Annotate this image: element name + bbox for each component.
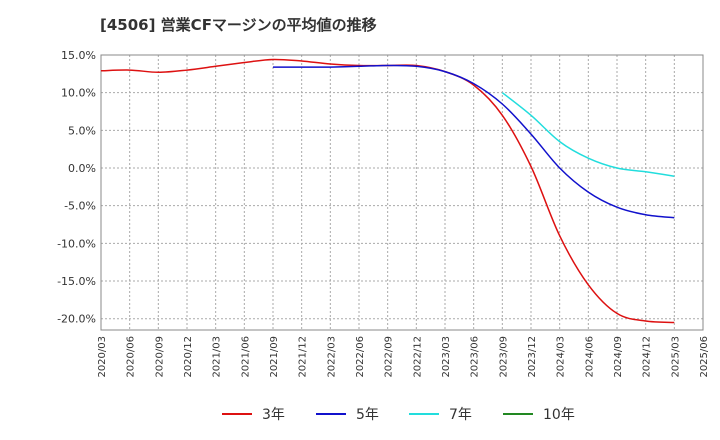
grid [100,54,704,330]
x-tick-label: 2024/09 [613,336,624,378]
legend-label: 5年 [356,407,379,423]
x-tick-label: 2022/03 [326,336,337,378]
x-tick-label: 2022/12 [412,336,423,378]
y-tick-label: 10.0% [61,87,96,100]
y-tick-label: -10.0% [57,237,96,250]
x-tick-label: 2023/09 [498,336,509,378]
y-tick-label: 15.0% [61,49,96,62]
x-tick-label: 2021/12 [298,336,309,378]
x-tick-label: 2020/12 [183,336,194,378]
y-tick-label: -15.0% [57,275,96,288]
x-axis: 2020/03 2020/06 2020/09 2020/12 2021/03 2021/… [97,336,710,378]
legend-label: 7年 [449,407,472,423]
x-tick-label: 2020/06 [126,336,137,378]
legend-label: 10年 [543,407,575,423]
y-tick-label: 0.0% [68,162,96,175]
x-tick-label: 2023/06 [470,336,481,378]
x-tick-label: 2021/06 [240,336,251,378]
y-tick-label: -5.0% [64,200,96,213]
y-axis: 15.0% 10.0% 5.0% 0.0% -5.0% -10.0% -15.0% -20.0… [57,49,96,326]
legend: 3年 5年 7年 10年 [222,407,575,423]
x-tick-label: 2020/03 [97,336,108,378]
x-tick-label: 2022/06 [355,336,366,378]
x-tick-label: 2025/06 [699,336,710,378]
y-tick-label: 5.0% [68,124,96,137]
x-tick-label: 2024/06 [584,336,595,378]
chart-title: [4506] 営業CFマージンの平均値の推移 [100,16,377,34]
x-tick-label: 2021/09 [269,336,280,378]
x-tick-label: 2023/03 [441,336,452,378]
x-tick-label: 2024/12 [642,336,653,378]
x-tick-label: 2021/03 [212,336,223,378]
series-line-2 [501,92,675,178]
x-tick-label: 2023/12 [527,336,538,378]
x-tick-label: 2020/09 [154,336,165,378]
series-lines [100,58,675,324]
legend-label: 3年 [262,407,285,423]
plot-frame [100,54,704,331]
x-tick-label: 2025/03 [670,336,681,378]
x-tick-label: 2024/03 [556,336,567,378]
y-tick-label: -20.0% [57,313,96,326]
x-tick-label: 2022/09 [384,336,395,378]
series-line-1 [273,64,675,219]
